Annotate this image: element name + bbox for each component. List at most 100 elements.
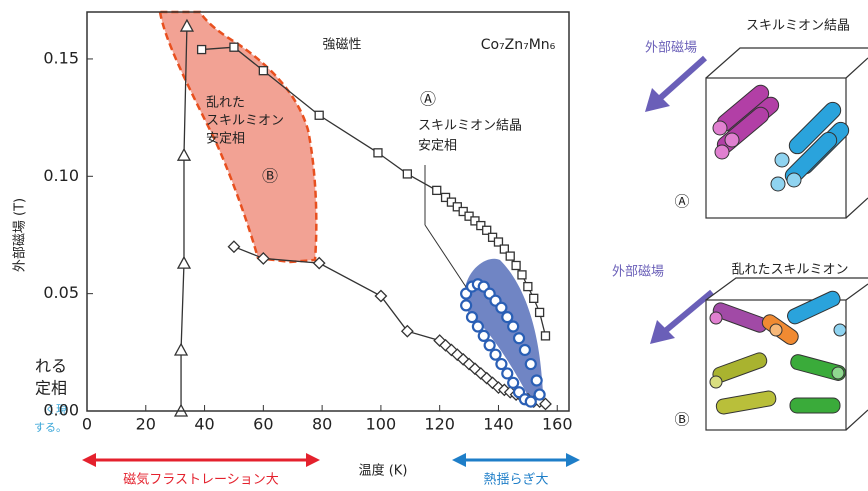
x-tick-label: 160 (542, 415, 573, 434)
y-tick-label: 0.10 (43, 166, 79, 185)
cube (705, 47, 868, 219)
panel-label: Ⓐ (674, 193, 689, 211)
y-axis-label: 外部磁場 (T) (13, 198, 28, 272)
marker (312, 256, 326, 270)
marker (432, 185, 442, 196)
marker (534, 307, 545, 318)
marker (400, 324, 414, 338)
panel-title: 乱れたスキルミオン (731, 263, 848, 278)
field-arrow-head (645, 88, 670, 112)
annotation: Co₇Zn₇Mn₆ (481, 37, 556, 53)
field-label: 外部磁場 (645, 41, 697, 56)
marker (482, 225, 492, 235)
marker (530, 374, 543, 387)
marker (256, 252, 270, 265)
annotation: Ⓐ (420, 90, 436, 109)
marker (483, 339, 496, 352)
marker (173, 342, 189, 356)
annotation: 安定相 (418, 139, 457, 154)
marker (512, 332, 526, 345)
cut-text: れる (35, 357, 67, 376)
marker (229, 42, 239, 52)
x-tick-label: 0 (82, 415, 92, 434)
x-tick-label: 80 (312, 415, 332, 434)
x-tick-label: 100 (366, 415, 397, 434)
marker (314, 110, 324, 120)
cut-text: する。 (34, 421, 67, 434)
x-tick-label: 140 (483, 415, 514, 434)
cut-text: く現 (45, 403, 67, 416)
field-arrow-head (650, 320, 675, 344)
cube (705, 277, 868, 431)
marker (523, 281, 533, 292)
marker (507, 320, 520, 333)
plot-frame (86, 11, 570, 412)
marker (539, 397, 552, 411)
x-axis-label: 温度 (K) (359, 463, 408, 479)
annotation: 強磁性 (322, 38, 361, 53)
x-tick-label: 20 (136, 415, 156, 434)
field-arrow (662, 289, 714, 335)
marker (373, 148, 383, 158)
marker (440, 192, 451, 203)
arrow-head (452, 453, 580, 467)
y-tick-label: 0.00 (43, 401, 79, 420)
region-b (158, 10, 318, 264)
marker (533, 388, 546, 401)
x-tick-label: 40 (194, 415, 214, 434)
annotation: 安定相 (206, 132, 245, 147)
y-tick-label: 0.15 (43, 48, 79, 67)
annotation: 乱れた (206, 96, 245, 111)
marker (402, 169, 413, 179)
marker (518, 343, 532, 357)
leader-line (424, 224, 469, 291)
annotation: スキルミオン (206, 114, 284, 129)
marker (495, 301, 508, 314)
marker (501, 367, 514, 380)
marker (499, 244, 509, 254)
marker (529, 293, 539, 303)
marker (470, 216, 480, 226)
skyrmion-group (712, 84, 850, 192)
field-label: 外部磁場 (612, 265, 664, 280)
arrow-label: 熱揺らぎ大 (483, 473, 548, 488)
marker (476, 220, 486, 231)
skyrmion-group (709, 290, 847, 415)
marker (176, 255, 192, 269)
y-tick-label: 0.05 (43, 283, 79, 302)
field-arrow (656, 55, 707, 103)
marker (495, 357, 508, 371)
panel-label: Ⓑ (674, 411, 689, 429)
marker (501, 311, 514, 324)
marker (456, 352, 470, 366)
marker (507, 376, 520, 389)
annotation: スキルミオン結晶 (418, 119, 522, 134)
marker (464, 211, 474, 221)
marker (374, 289, 388, 303)
marker (176, 147, 192, 161)
marker (489, 348, 502, 361)
marker (465, 311, 479, 324)
marker (524, 357, 537, 371)
marker (258, 66, 268, 76)
x-tick-label: 60 (253, 415, 273, 434)
marker (452, 202, 462, 212)
panel-title: スキルミオン結晶 (746, 19, 850, 34)
cut-text: 定相 (35, 379, 67, 398)
marker (524, 395, 537, 408)
marker (179, 18, 195, 32)
marker (460, 299, 473, 312)
marker (477, 329, 490, 342)
arrow-label: 磁気フラストレーション大 (123, 472, 278, 488)
marker (458, 206, 468, 217)
annotation: Ⓑ (262, 167, 278, 186)
marker (505, 251, 515, 261)
marker (511, 260, 521, 271)
marker (493, 237, 504, 247)
marker (446, 197, 457, 207)
marker (487, 232, 498, 242)
marker (450, 348, 464, 362)
marker (540, 331, 551, 341)
marker (517, 270, 527, 280)
